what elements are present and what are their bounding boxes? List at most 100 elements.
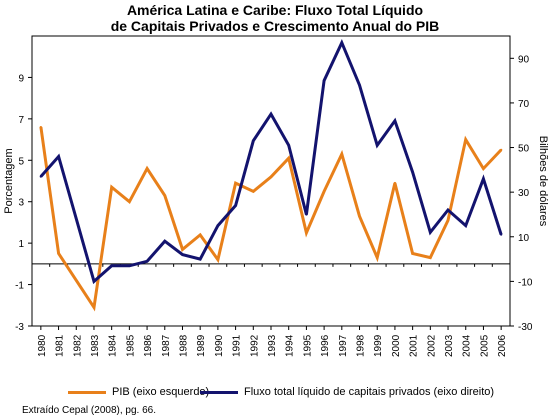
- point-pib: [181, 248, 184, 251]
- point-pib: [287, 157, 290, 160]
- point-pib: [305, 231, 308, 234]
- point-capitais: [269, 112, 273, 116]
- legend-item-capitais: Fluxo total líquido de capitais privados…: [200, 386, 494, 398]
- point-pib: [464, 138, 467, 141]
- y-axis-right-label: Bilhões de dólares: [537, 136, 549, 227]
- point-capitais: [358, 83, 361, 87]
- point-capitais: [464, 224, 467, 227]
- point-capitais: [145, 260, 149, 263]
- x-tick-label: 1993: [267, 334, 278, 357]
- y-right-tick-label: 10: [518, 233, 530, 244]
- x-tick-label: 2003: [444, 334, 455, 357]
- legend-swatch-capitais: [200, 390, 238, 394]
- point-pib: [429, 256, 432, 259]
- point-pib: [269, 175, 273, 179]
- x-tick-label: 1990: [214, 334, 225, 357]
- point-pib: [411, 252, 414, 255]
- x-tick-label: 1992: [249, 334, 260, 357]
- point-capitais: [234, 204, 237, 207]
- point-pib: [145, 167, 149, 170]
- x-tick-label: 1995: [302, 334, 313, 357]
- legend-label-pib: PIB (eixo esquerdo): [112, 386, 210, 398]
- point-capitais: [163, 240, 166, 243]
- series-line-capitais: [39, 38, 503, 285]
- point-pib: [252, 190, 255, 193]
- point-pib: [92, 306, 96, 309]
- point-capitais: [181, 253, 184, 256]
- point-pib: [322, 190, 326, 193]
- point-capitais: [198, 257, 202, 261]
- point-pib: [358, 215, 361, 218]
- y-axis-left-label: Porcentagem: [3, 148, 15, 213]
- point-capitais: [305, 213, 308, 216]
- plot-frame: [31, 35, 511, 327]
- x-tick-label: 2001: [409, 334, 420, 357]
- y-right-tick-label: 30: [518, 188, 530, 199]
- point-pib: [198, 233, 202, 237]
- point-capitais: [322, 79, 326, 82]
- point-pib: [128, 200, 131, 203]
- y-left-tick-label: 7: [18, 115, 24, 126]
- x-tick-label: 1982: [72, 334, 83, 357]
- x-tick-label: 1989: [196, 334, 207, 357]
- legend-label-capitais: Fluxo total líquido de capitais privados…: [244, 386, 495, 398]
- x-tick-label: 2000: [391, 334, 402, 357]
- x-tick-label: 1997: [338, 334, 349, 357]
- x-tick-label: 1981: [55, 334, 66, 357]
- point-pib: [234, 181, 237, 185]
- y-left-tick-label: 1: [18, 239, 24, 250]
- x-tick-label: 1991: [232, 334, 243, 357]
- point-capitais: [57, 155, 60, 158]
- point-capitais: [287, 144, 290, 147]
- point-pib: [376, 256, 379, 259]
- chart-title: América Latina e Caribe: Fluxo Total Líq…: [126, 2, 424, 18]
- point-capitais: [376, 144, 379, 147]
- point-pib: [75, 279, 78, 282]
- y-right-tick-label: -30: [518, 322, 533, 333]
- point-capitais: [110, 264, 113, 267]
- y-left-tick-label: 9: [18, 73, 24, 84]
- point-pib: [340, 152, 344, 156]
- point-capitais: [499, 233, 503, 236]
- point-capitais: [75, 217, 78, 221]
- chart-series: [39, 38, 503, 312]
- legend-item-pib: PIB (eixo esquerdo): [68, 386, 209, 398]
- chart-axes: 1980 1981 1982 1983 1984 1985 1986 1987 1988 1989…: [3, 35, 549, 357]
- point-pib: [57, 252, 60, 255]
- point-capitais: [446, 208, 450, 212]
- point-pib: [39, 125, 43, 129]
- point-pib: [163, 194, 166, 197]
- y-left-tick-label: -1: [15, 281, 24, 292]
- x-tick-label: 1980: [37, 334, 48, 357]
- y-right-tick-label: 50: [518, 144, 530, 155]
- y-left-tick-label: 5: [18, 156, 24, 167]
- y-right-tick-label: 90: [518, 54, 530, 65]
- x-tick-label: 1998: [356, 334, 367, 357]
- x-tick-label: 1986: [143, 334, 154, 357]
- chart-plot: 1980 1981 1982 1983 1984 1985 1986 1987 1988 1989…: [3, 35, 549, 357]
- point-capitais: [482, 177, 485, 180]
- point-pib: [216, 258, 220, 261]
- source-note: Extraído Cepal (2008), pg. 66.: [22, 405, 156, 416]
- x-tick-label: 2006: [497, 334, 508, 357]
- x-tick-label: 1987: [161, 334, 172, 357]
- y-right-tick-label: -10: [518, 277, 533, 288]
- point-pib: [482, 167, 485, 170]
- x-tick-label: 2004: [462, 334, 473, 357]
- x-tick-label: 1984: [108, 334, 119, 357]
- point-capitais: [340, 41, 344, 44]
- x-tick-label: 2005: [479, 334, 490, 357]
- point-capitais: [216, 224, 220, 227]
- point-capitais: [411, 170, 414, 174]
- point-capitais: [393, 119, 397, 122]
- legend-swatch-pib: [68, 390, 106, 394]
- point-pib: [110, 186, 113, 189]
- chart-subtitle: de Capitais Privados e Crescimento Anual…: [110, 18, 440, 34]
- x-tick-label: 1988: [178, 334, 189, 357]
- point-pib: [393, 181, 397, 185]
- point-capitais: [128, 264, 131, 267]
- point-capitais: [429, 231, 432, 234]
- x-tick-label: 1994: [285, 334, 296, 357]
- point-capitais: [39, 175, 43, 178]
- x-tick-label: 1999: [373, 334, 384, 357]
